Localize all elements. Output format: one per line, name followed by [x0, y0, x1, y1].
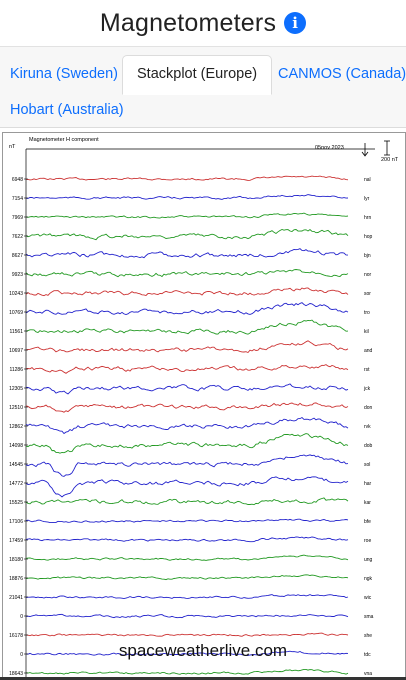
station-code-and: and — [364, 348, 373, 354]
station-code-sor: sor — [364, 291, 371, 297]
station-code-nor: nor — [364, 272, 372, 278]
trace-nor — [25, 269, 349, 278]
tab-bar: Kiruna (Sweden) Stackplot (Europe) CANMO… — [0, 46, 406, 128]
station-code-roe: roe — [364, 538, 371, 544]
station-value-bfe: 17106 — [9, 519, 23, 525]
station-code-wic: wic — [364, 595, 372, 601]
station-value-sol: 14545 — [9, 462, 23, 468]
station-value-wic: 21041 — [9, 595, 23, 601]
station-code-kil: kil — [364, 329, 369, 335]
station-value-hop: 7622 — [12, 234, 23, 240]
station-code-ngk: ngk — [364, 576, 373, 582]
trace-sol — [25, 454, 349, 477]
trace-wic — [25, 594, 349, 600]
station-value-roe: 17459 — [9, 538, 23, 544]
date-label: 05nov 2023 — [315, 145, 344, 151]
station-value-ung: 18180 — [9, 557, 23, 563]
station-code-hop: hop — [364, 234, 373, 240]
trace-sor — [25, 287, 349, 297]
station-value-nor: 9923 — [12, 272, 23, 278]
station-code-she: she — [364, 633, 372, 639]
station-code-bfe: bfe — [364, 519, 371, 525]
stackplot-image: Magnetometer H component nT 05nov 2023 2… — [2, 132, 406, 679]
trace-kil — [25, 319, 349, 335]
station-value-rvk: 12862 — [9, 424, 23, 430]
station-code-jck: jck — [363, 386, 371, 392]
station-code-sol: sol — [364, 462, 370, 468]
station-value-rst: 11286 — [9, 367, 23, 373]
station-code-har: har — [364, 481, 372, 487]
trace-bjn — [25, 248, 349, 259]
trace-ung — [25, 554, 349, 561]
trace-don — [25, 402, 349, 413]
trace-nal — [26, 175, 349, 181]
trace-hop — [25, 229, 349, 241]
trace-hrn — [25, 212, 349, 219]
trace-sma — [25, 613, 349, 619]
trace-and — [25, 340, 349, 354]
trace-layer: 6948 nal 7154 lyr 7969 hrn 7622 hop 8627 bjn 9923 n… — [9, 175, 374, 677]
trace-kar — [25, 497, 349, 506]
station-value-kil: 11561 — [9, 329, 23, 335]
station-value-hrn: 7969 — [12, 215, 23, 221]
station-value-jck: 12305 — [9, 386, 23, 392]
station-value-bjn: 8627 — [12, 253, 23, 259]
trace-lyr — [25, 194, 349, 200]
plot-caption: Magnetometer H component — [29, 137, 99, 143]
station-code-lyr: lyr — [364, 196, 370, 202]
trace-rst — [25, 364, 349, 374]
trace-jck — [25, 383, 349, 395]
station-value-ngk: 18876 — [9, 576, 23, 582]
trace-ngk — [25, 574, 349, 581]
unit-label: nT — [9, 144, 16, 150]
info-icon[interactable]: i — [284, 12, 307, 34]
page-header: Magnetometers i — [0, 0, 406, 46]
station-value-sor: 10243 — [9, 291, 23, 297]
station-value-tdc: 0 — [20, 652, 23, 658]
station-code-sma: sma — [364, 614, 374, 620]
trace-tro — [25, 302, 349, 315]
station-code-dob: dob — [364, 443, 373, 449]
tab-kiruna[interactable]: Kiruna (Sweden) — [10, 66, 118, 82]
bottom-border — [0, 677, 406, 680]
station-code-rst: rst — [364, 367, 370, 373]
trace-rvk — [25, 416, 349, 435]
scale-label: 200 nT — [381, 157, 399, 163]
station-code-rvk: rvk — [364, 424, 371, 430]
station-value-vna: 18643 — [9, 671, 23, 677]
station-code-vna: vna — [364, 671, 372, 677]
station-code-tdc: tdc — [364, 652, 371, 658]
trace-tdc — [25, 650, 349, 656]
station-value-lyr: 7154 — [12, 196, 23, 202]
station-value-dob: 14098 — [9, 443, 23, 449]
station-value-she: 16178 — [9, 633, 23, 639]
time-marker-arrow — [361, 151, 369, 157]
trace-she — [25, 632, 349, 637]
stackplot-chart: Magnetometer H component nT 05nov 2023 2… — [9, 137, 399, 678]
trace-roe — [25, 536, 349, 543]
station-code-nal: nal — [364, 177, 371, 183]
trace-bfe — [25, 518, 349, 524]
station-value-kar: 15525 — [9, 500, 23, 506]
tab-stackplot[interactable]: Stackplot (Europe) — [122, 55, 273, 95]
page-title: Magnetometers — [99, 8, 277, 37]
station-value-and: 10697 — [9, 348, 23, 354]
station-code-tro: tro — [364, 310, 370, 316]
watermark: spaceweatherlive.com — [119, 641, 287, 660]
station-value-don: 12510 — [9, 405, 23, 411]
station-value-nal: 6948 — [12, 177, 23, 183]
trace-har — [25, 476, 349, 498]
tab-hobart[interactable]: Hobart (Australia) — [10, 102, 124, 118]
station-value-har: 14772 — [9, 481, 23, 487]
station-code-hrn: hrn — [364, 215, 371, 221]
station-code-don: don — [364, 405, 373, 411]
trace-dob — [25, 433, 349, 454]
tab-canmos[interactable]: CANMOS (Canada) — [278, 66, 406, 82]
trace-vna — [25, 668, 349, 675]
station-value-sma: 0 — [20, 614, 23, 620]
station-code-bjn: bjn — [364, 253, 371, 259]
station-value-tro: 10769 — [9, 310, 23, 316]
station-code-kar: kar — [364, 500, 371, 506]
station-code-ung: ung — [364, 557, 373, 563]
